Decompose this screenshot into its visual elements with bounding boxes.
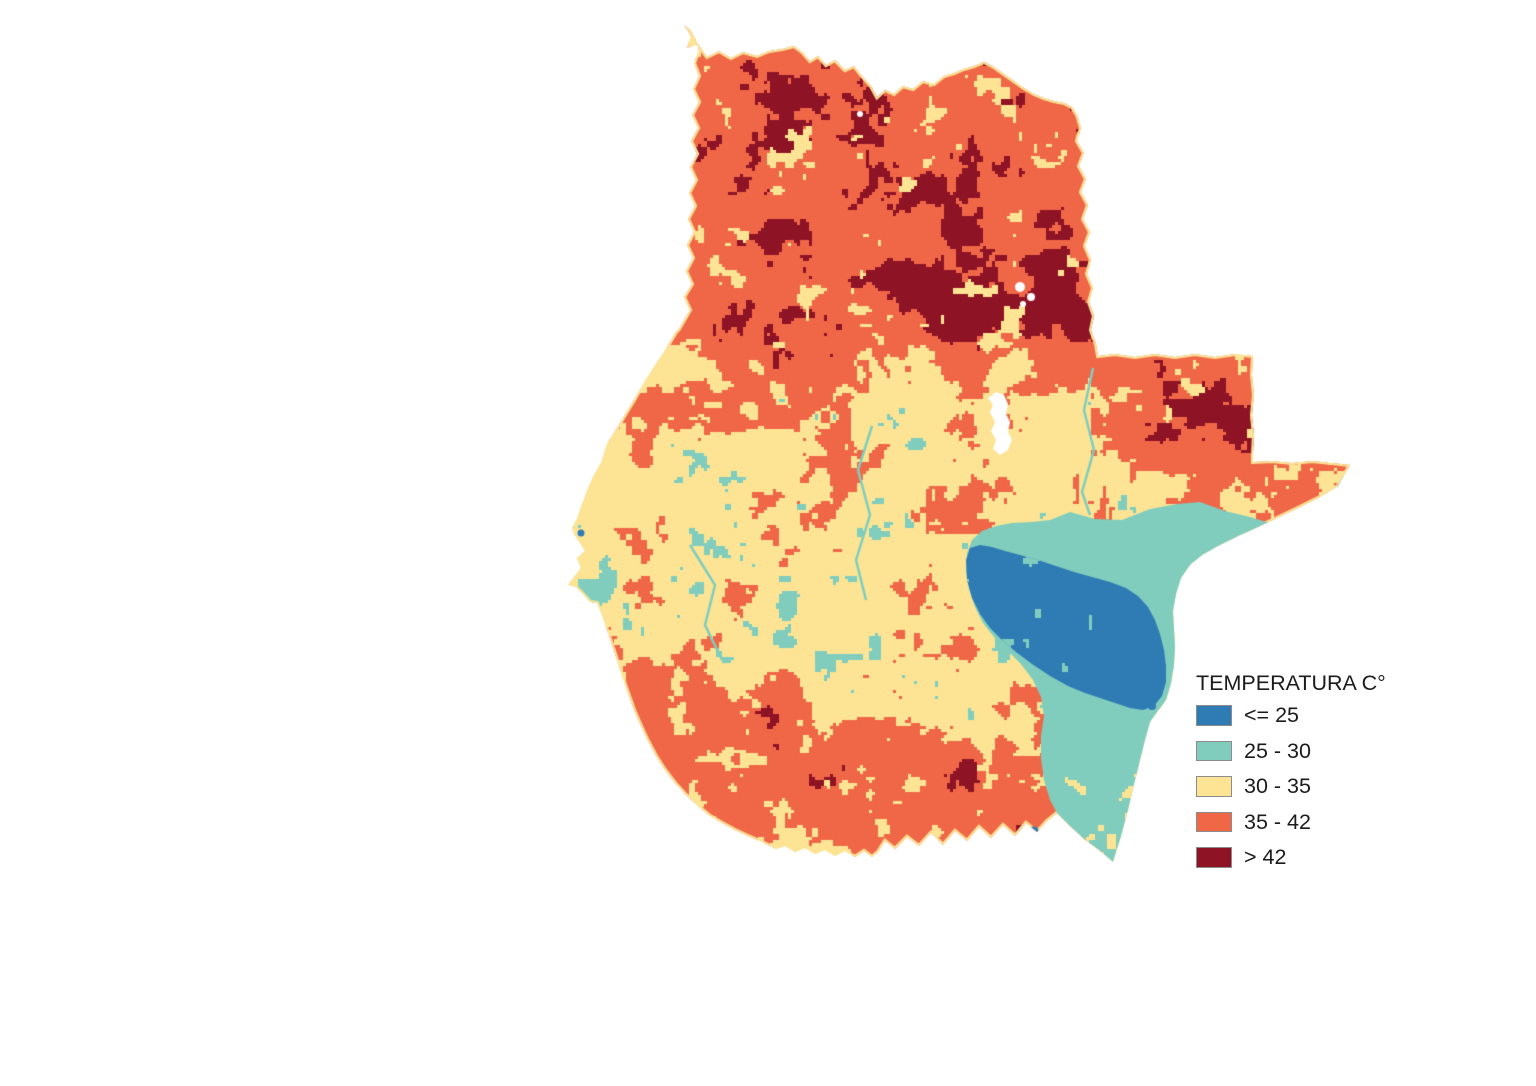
legend-title: TEMPERATURA C° bbox=[1196, 671, 1386, 695]
legend-class-label: <= 25 bbox=[1244, 703, 1299, 727]
legend-row: 25 - 30 bbox=[1196, 738, 1386, 763]
legend-swatch bbox=[1196, 740, 1232, 761]
legend-swatch bbox=[1196, 776, 1232, 797]
legend-class-label: 35 - 42 bbox=[1244, 809, 1311, 834]
legend-swatch bbox=[1196, 847, 1232, 868]
legend-swatch bbox=[1196, 811, 1232, 832]
legend-row: 30 - 35 bbox=[1196, 776, 1386, 797]
legend: TEMPERATURA C° <= 25 25 - 30 30 - 35 35 - 4… bbox=[1196, 671, 1386, 883]
legend-row: 35 - 42 bbox=[1196, 809, 1386, 834]
legend-rows: <= 25 25 - 30 30 - 35 35 - 42 > 42 bbox=[1196, 705, 1386, 868]
legend-class-label: 30 - 35 bbox=[1244, 774, 1311, 798]
legend-row: > 42 bbox=[1196, 847, 1386, 868]
legend-class-label: 25 - 30 bbox=[1244, 738, 1311, 763]
legend-class-label: > 42 bbox=[1244, 845, 1287, 869]
legend-swatch bbox=[1196, 705, 1232, 726]
legend-row: <= 25 bbox=[1196, 705, 1386, 726]
